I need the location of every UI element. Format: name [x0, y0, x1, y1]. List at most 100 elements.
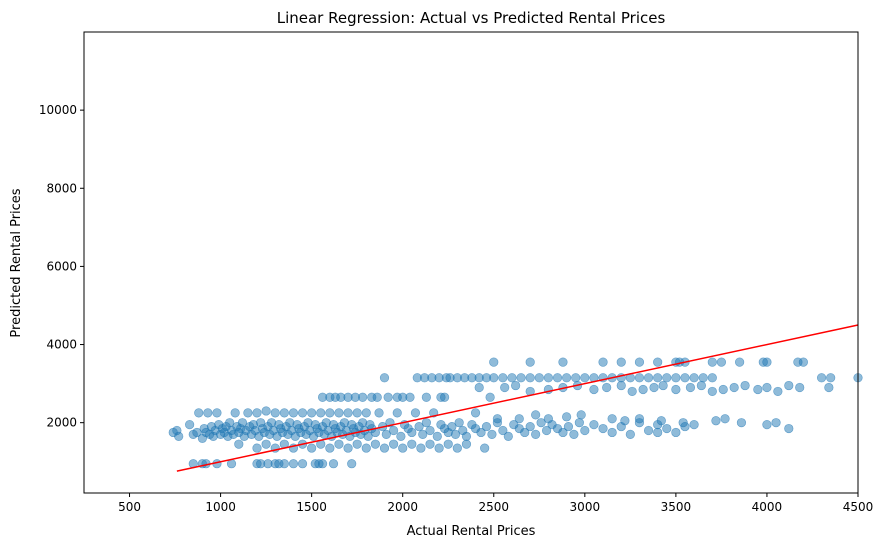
scatter-point	[562, 373, 572, 383]
x-axis-label: Actual Rental Prices	[407, 524, 536, 539]
scatter-point	[507, 373, 517, 383]
scatter-point	[607, 414, 617, 424]
scatter-point	[656, 416, 666, 426]
scatter-point	[192, 427, 202, 438]
scatter-point	[680, 373, 690, 383]
scatter-point	[826, 373, 836, 383]
scatter-point	[543, 373, 554, 383]
scatter-point	[396, 431, 406, 441]
x-tick-label: 1500	[296, 500, 327, 514]
scatter-point	[352, 408, 362, 418]
scatter-point	[616, 380, 626, 391]
scatter-point	[203, 408, 213, 418]
scatter-point	[589, 384, 599, 395]
scatter-point	[671, 373, 681, 383]
x-tick-label: 2000	[387, 500, 418, 514]
scatter-point	[334, 408, 344, 418]
scatter-point	[470, 408, 481, 418]
scatter-point	[558, 357, 568, 367]
scatter-point	[252, 443, 262, 453]
scatter-point	[729, 382, 739, 393]
scatter-point	[662, 423, 672, 434]
scatter-point	[325, 443, 335, 453]
scatter-point	[174, 431, 184, 441]
scatter-point	[230, 408, 240, 418]
scatter-point	[707, 373, 717, 383]
scatter-point	[816, 373, 827, 383]
x-tick-label: 500	[118, 500, 141, 514]
scatter-point	[503, 431, 513, 441]
scatter-point	[347, 459, 357, 469]
scatter-point	[316, 408, 326, 418]
scatter-point	[569, 429, 579, 440]
scatter-point	[439, 392, 450, 402]
scatter-point	[795, 382, 805, 393]
scatter-point	[696, 380, 706, 391]
scatter-point	[381, 429, 391, 440]
scatter-point	[358, 392, 368, 402]
y-axis-ticks: 2000 4000 6000 8000 10000	[39, 103, 84, 430]
scatter-point	[461, 439, 472, 449]
scatter-point	[753, 384, 763, 395]
scatter-point	[421, 418, 431, 428]
scatter-point	[771, 418, 781, 428]
scatter-point	[352, 439, 362, 449]
scatter-point	[525, 373, 535, 383]
scatter-point	[798, 357, 808, 367]
scatter-point	[541, 425, 552, 436]
scatter-point	[598, 357, 608, 367]
scatter-point	[602, 382, 612, 393]
scatter-point	[707, 357, 717, 367]
scatter-point	[558, 427, 568, 438]
scatter-point	[389, 439, 399, 449]
scatter-point	[616, 357, 626, 367]
scatter-point	[383, 392, 393, 402]
scatter-point	[325, 408, 335, 418]
scatter-point	[514, 414, 524, 424]
x-tick-label: 3500	[661, 500, 692, 514]
scatter-point	[489, 373, 499, 383]
scatter-point	[662, 373, 672, 383]
scatter-point	[447, 421, 457, 432]
scatter-point	[418, 429, 428, 440]
scatter-point	[334, 439, 344, 449]
scatter-point	[698, 373, 708, 383]
scatter-point	[589, 420, 599, 430]
scatter-point	[671, 427, 681, 438]
scatter-point	[531, 410, 541, 420]
scatter-point	[194, 408, 204, 418]
scatter-point	[563, 421, 574, 432]
scatter-point	[653, 427, 663, 438]
scatter-point	[689, 420, 699, 430]
scatter-point	[571, 373, 581, 383]
scatter-point	[740, 380, 750, 391]
scatter-point	[279, 459, 289, 469]
x-tick-label: 2500	[478, 500, 509, 514]
scatter-point	[425, 439, 435, 449]
scatter-point	[678, 418, 688, 428]
scatter-point	[607, 427, 617, 438]
scatter-point	[598, 423, 608, 434]
y-axis-label: Predicted Rental Prices	[9, 188, 24, 337]
scatter-point	[185, 420, 195, 430]
x-tick-label: 4500	[843, 500, 874, 514]
scatter-point	[421, 392, 431, 402]
scatter-point	[343, 408, 353, 418]
plot-frame	[83, 31, 859, 494]
scatter-point	[279, 408, 289, 418]
scatter-point	[416, 443, 426, 453]
scatter-point	[773, 386, 783, 397]
scatter-point	[716, 357, 727, 367]
scatter-point	[498, 425, 508, 436]
scatter-point	[689, 373, 699, 383]
scatter-point	[450, 429, 461, 440]
chart-title: Linear Regression: Actual vs Predicted R…	[277, 9, 666, 27]
scatter-point	[261, 439, 271, 449]
scatter-point	[414, 421, 424, 432]
scatter-point	[307, 408, 317, 418]
scatter-point	[243, 408, 253, 418]
scatter-point	[489, 357, 499, 367]
scatter-point	[363, 431, 373, 441]
scatter-point	[485, 392, 495, 402]
scatter-point	[410, 408, 421, 418]
